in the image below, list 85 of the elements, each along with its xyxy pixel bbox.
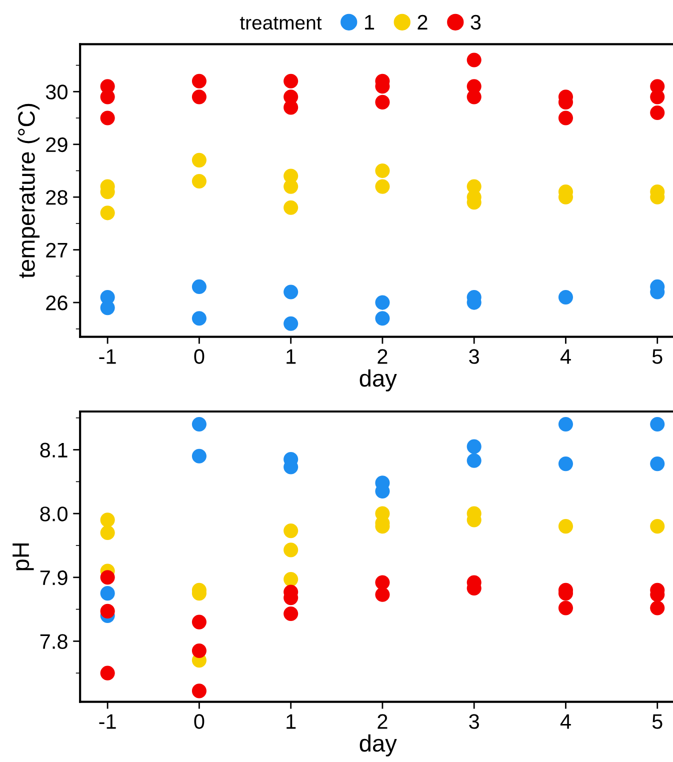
point <box>650 600 665 616</box>
point <box>284 200 298 215</box>
point <box>100 525 115 540</box>
point <box>192 174 206 189</box>
point <box>192 643 206 658</box>
point <box>375 587 390 602</box>
point <box>558 290 574 305</box>
point <box>284 572 298 587</box>
y-axis-title: temperature (°C) <box>18 104 40 278</box>
point <box>558 519 574 534</box>
x-tick-label: -1 <box>99 714 116 729</box>
legend-label: 2 <box>418 14 428 30</box>
legend-title: treatment <box>240 16 322 30</box>
point <box>650 90 665 104</box>
point <box>284 100 298 115</box>
y-tick-label: 8.0 <box>40 506 68 522</box>
point <box>375 575 390 590</box>
y-tick-label: 29 <box>46 137 68 152</box>
point <box>192 614 206 630</box>
point <box>192 152 206 168</box>
point <box>284 606 298 622</box>
point <box>375 295 390 310</box>
point <box>100 90 115 104</box>
point <box>375 179 390 194</box>
y-tick-label: 28 <box>46 190 68 205</box>
x-tick-label: 3 <box>469 349 479 364</box>
point <box>192 90 206 104</box>
point <box>100 300 115 316</box>
point <box>650 456 665 472</box>
x-tick-label: -1 <box>99 349 116 364</box>
y-tick-label: 7.8 <box>40 634 68 649</box>
x-tick-label: 1 <box>286 714 296 729</box>
y-tick-label: 26 <box>46 296 68 310</box>
x-axis-title: day <box>360 734 397 756</box>
x-tick-label: 4 <box>560 714 571 729</box>
point <box>100 512 115 528</box>
x-tick-label: 1 <box>286 349 296 364</box>
point <box>466 453 482 468</box>
point <box>375 311 390 326</box>
point <box>558 110 574 126</box>
point <box>100 666 115 680</box>
point <box>284 524 298 538</box>
y-axis-title: pH <box>12 543 34 570</box>
point <box>466 52 482 68</box>
x-tick-label: 5 <box>652 349 662 364</box>
x-tick-label: 2 <box>378 714 388 729</box>
point <box>375 94 390 110</box>
point <box>650 105 665 120</box>
point <box>284 542 298 558</box>
legend-label: 1 <box>365 15 374 30</box>
point <box>284 179 298 194</box>
point <box>558 600 574 616</box>
point <box>558 456 574 472</box>
x-tick-label: 3 <box>469 714 479 729</box>
point <box>192 279 206 294</box>
y-tick-label: 8.1 <box>40 442 68 458</box>
point <box>100 604 115 618</box>
point <box>650 416 665 432</box>
point <box>466 439 482 454</box>
point <box>558 416 574 432</box>
y-tick-label: 27 <box>46 242 68 258</box>
x-tick-label: 0 <box>194 714 204 729</box>
x-tick-label: 2 <box>378 349 388 364</box>
x-tick-label: 5 <box>652 714 662 729</box>
point <box>100 206 115 220</box>
x-tick-label: 0 <box>194 349 204 364</box>
point <box>100 570 115 585</box>
point <box>100 586 115 601</box>
point <box>466 90 482 104</box>
point <box>100 110 115 126</box>
point <box>192 311 206 326</box>
point <box>284 74 298 88</box>
point <box>284 316 298 331</box>
point <box>192 684 206 698</box>
point <box>375 163 390 178</box>
x-tick-label: 4 <box>560 349 571 364</box>
point <box>650 519 665 534</box>
legend-label: 3 <box>470 14 481 30</box>
point <box>192 416 206 432</box>
y-tick-label: 30 <box>46 84 68 100</box>
point <box>192 448 206 464</box>
point <box>192 74 206 88</box>
x-axis-title: day <box>360 369 397 392</box>
point <box>284 284 298 300</box>
y-tick-label: 7.9 <box>40 570 68 586</box>
